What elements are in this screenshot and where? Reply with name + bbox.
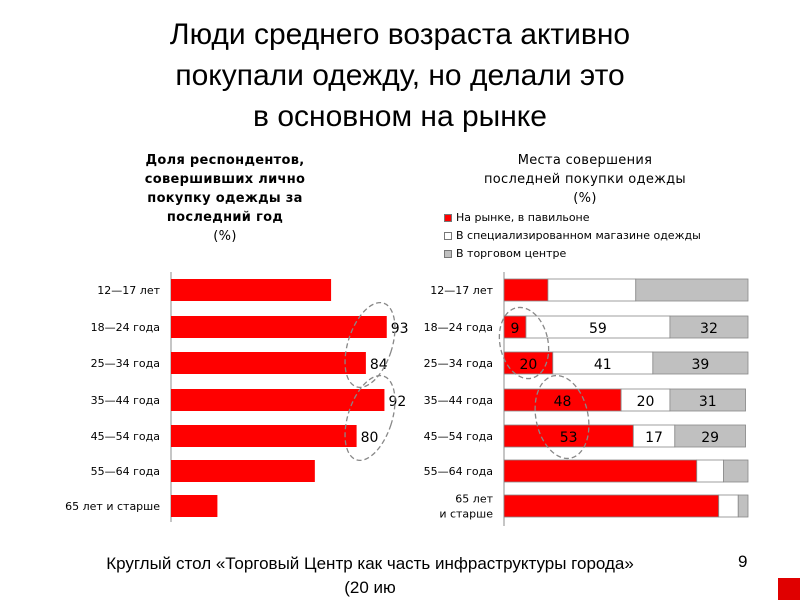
left-category-label: 45—54 года [91,430,160,443]
left-category-label: 12—17 лет [97,284,160,297]
legend-item: В торговом центре [444,245,701,263]
left-category-label: 35—44 года [91,394,160,407]
right-segment-6-1 [718,494,739,518]
right-segment-0-2 [635,278,749,302]
left-chart-title-line: совершивших лично [144,172,306,187]
right-data-label: 31 [699,394,717,410]
left-category-label: 55—64 года [91,465,160,478]
right-data-label: 29 [701,430,719,446]
footer-text: Круглый стол «Торговый Центр как часть и… [40,552,700,600]
left-bar-1 [171,316,387,338]
left-highlight-ellipse-1 [344,374,396,462]
right-data-label: 32 [700,321,718,337]
right-segment-6-2 [737,494,749,518]
left-category-label: 65 лет и старше [65,500,160,513]
right-highlight-ellipse-0 [498,306,550,380]
right-data-label: 39 [692,357,710,373]
left-data-label: 93 [391,321,409,337]
right-highlight-ellipse-1 [534,374,590,460]
left-bar-4 [171,425,357,447]
right-category-label: 65 лет [455,493,493,506]
footer-line-2: (20 ию [344,578,396,597]
right-data-label: 20 [519,357,537,373]
left-bar-6 [171,495,218,517]
right-category-label: 45—54 года [424,430,493,443]
left-chart-title-line: Доля респондентов, [145,153,305,168]
right-segment-0-1 [547,278,637,302]
right-category-label: 25—34 года [424,357,493,370]
right-segment-6-0 [503,494,720,518]
left-category-label: 18—24 года [91,321,160,334]
left-category-label: 25—34 года [91,357,160,370]
right-chart-title: Места совершения последней покупки одежд… [435,151,735,208]
right-category-label: 18—24 года [424,321,493,334]
right-chart-legend: На рынке, в павильоне В специализированн… [444,209,701,263]
right-segment-4-2 [674,424,746,448]
left-chart-title-line: покупку одежды за [147,191,303,206]
right-data-label: 48 [554,394,572,410]
right-category-label: 35—44 года [424,394,493,407]
left-data-label: 92 [388,394,406,410]
right-data-label: 41 [594,357,612,373]
right-data-label: 53 [560,430,578,446]
right-data-label: 9 [511,321,520,337]
legend-item: В специализированном магазине одежды [444,227,701,245]
left-chart-unit: (%) [213,229,237,244]
left-bar-0 [171,279,332,301]
left-highlight-ellipse-0 [344,301,396,389]
legend-swatch-gray [444,250,452,258]
right-category-label: 55—64 года [424,465,493,478]
legend-label: В специализированном магазине одежды [456,229,701,242]
right-segment-1-2 [669,315,749,339]
right-segment-3-2 [669,388,746,412]
right-data-label: 20 [637,394,655,410]
left-bar-5 [171,460,315,482]
left-chart-title: Доля респондентов, совершивших лично пок… [100,151,350,246]
left-data-label: 80 [361,430,379,446]
left-chart-title-line: последний год [166,210,284,225]
right-chart-title-line: последней покупки одежды [483,172,686,187]
page-title: Люди среднего возраста активно покупали … [100,14,700,137]
right-segment-2-2 [652,351,749,375]
corner-red-square [778,578,800,600]
right-chart-unit: (%) [573,191,597,206]
legend-label: В торговом центре [456,247,567,260]
legend-swatch-red [444,214,452,222]
right-category-label: 12—17 лет [430,284,493,297]
title-line-1: Люди среднего возраста активно [169,18,631,51]
legend-item: На рынке, в павильоне [444,209,701,227]
right-segment-5-2 [723,459,749,483]
right-segment-5-1 [696,459,725,483]
legend-label: На рынке, в павильоне [456,211,590,224]
right-chart-title-line: Места совершения [517,153,653,168]
right-category-label: и старше [439,508,493,521]
footer-line-1: Круглый стол «Торговый Центр как часть и… [106,554,634,573]
right-segment-5-0 [503,459,698,483]
left-bar-3 [171,389,385,411]
right-data-label: 17 [645,430,663,446]
left-data-label: 84 [370,357,388,373]
title-line-2: покупали одежду, но делали это [175,59,625,92]
page-number: 9 [738,552,748,571]
right-data-label: 59 [589,321,607,337]
legend-swatch-white [444,232,452,240]
title-line-3: в основном на рынке [253,100,547,133]
left-bar-2 [171,352,366,374]
right-segment-0-0 [503,278,549,302]
